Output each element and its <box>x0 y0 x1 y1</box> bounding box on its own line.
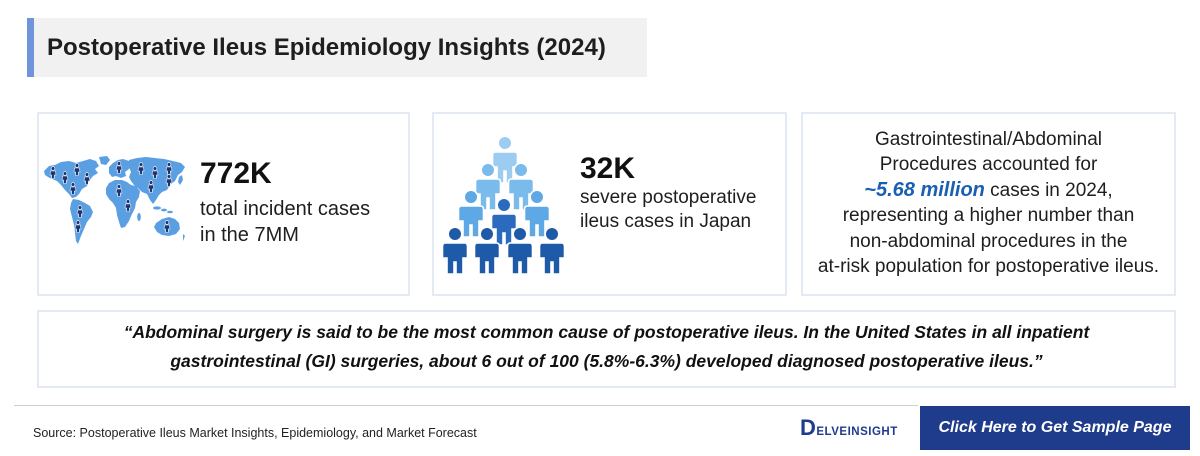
africa-shape <box>106 180 140 228</box>
source-citation: Source: Postoperative Ileus Market Insig… <box>33 426 477 440</box>
people-pyramid-icon <box>441 135 566 275</box>
madagascar-shape <box>137 213 141 221</box>
stat-description-line: in the 7MM <box>200 224 299 246</box>
get-sample-page-button[interactable]: Click Here to Get Sample Page <box>920 406 1190 450</box>
south-america-shape <box>70 199 93 244</box>
north-america-shape <box>44 159 99 198</box>
delveinsight-logo: DELVEINSIGHT <box>800 414 898 442</box>
logo-wordmark: DELVEINSIGHT <box>800 415 898 440</box>
gi-procedures-card: Gastrointestinal/Abdominal Procedures ac… <box>801 112 1176 296</box>
gi-text-line: Gastrointestinal/Abdominal <box>874 129 1103 150</box>
stat-value: 772K <box>200 157 272 190</box>
stat-description: total incident cases in the 7MM <box>200 196 370 248</box>
stat-description-line: total incident cases <box>200 198 371 220</box>
new-zealand-shape <box>183 234 185 241</box>
quote-line: gastrointestinal (GI) surgeries, about 6… <box>170 351 1043 371</box>
stat-card-severe-cases-japan: 32K severe postoperative ileus cases in … <box>432 112 787 296</box>
quote-card: “Abdominal surgery is said to be the mos… <box>37 310 1176 388</box>
indonesia-shape <box>153 206 161 210</box>
world-map-icon <box>44 156 185 244</box>
gi-text-line: at-risk population for postoperative ile… <box>817 256 1160 278</box>
japan-shape <box>178 175 183 185</box>
header-accent-bar <box>27 18 34 77</box>
stat-description: severe postoperative ileus cases in Japa… <box>580 186 756 234</box>
gi-text-line: Procedures accounted for <box>879 154 1098 176</box>
gi-highlight-line: ~5.68 million cases in 2024, <box>803 178 1174 203</box>
quote-line: “Abdominal surgery is said to be the mos… <box>123 322 1090 342</box>
header-banner: Postoperative Ileus Epidemiology Insight… <box>27 18 647 77</box>
gi-text-line: representing a higher number than <box>842 205 1135 227</box>
gi-highlight-value: ~5.68 million <box>864 178 985 201</box>
footer-divider <box>14 405 918 406</box>
page-title: Postoperative Ileus Epidemiology Insight… <box>47 34 606 61</box>
indonesia-shape <box>161 208 167 212</box>
gi-procedures-text: Gastrointestinal/Abdominal Procedures ac… <box>803 127 1174 279</box>
stat-card-incident-cases: 772K total incident cases in the 7MM <box>37 112 410 296</box>
quote-text: “Abdominal surgery is said to be the mos… <box>39 318 1174 376</box>
stat-value: 32K <box>580 152 636 185</box>
person-icon <box>491 135 519 184</box>
gi-text-fragment: cases in 2024, <box>984 179 1113 201</box>
stat-description-line: severe postoperative <box>580 187 757 208</box>
gi-text-line: non-abdominal procedures in the <box>849 230 1128 252</box>
greenland-shape <box>99 156 110 165</box>
indonesia-shape <box>167 210 173 214</box>
stat-description-line: ileus cases in Japan <box>580 211 752 232</box>
